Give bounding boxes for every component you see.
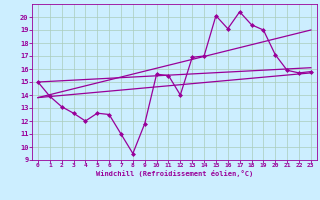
X-axis label: Windchill (Refroidissement éolien,°C): Windchill (Refroidissement éolien,°C) <box>96 170 253 177</box>
